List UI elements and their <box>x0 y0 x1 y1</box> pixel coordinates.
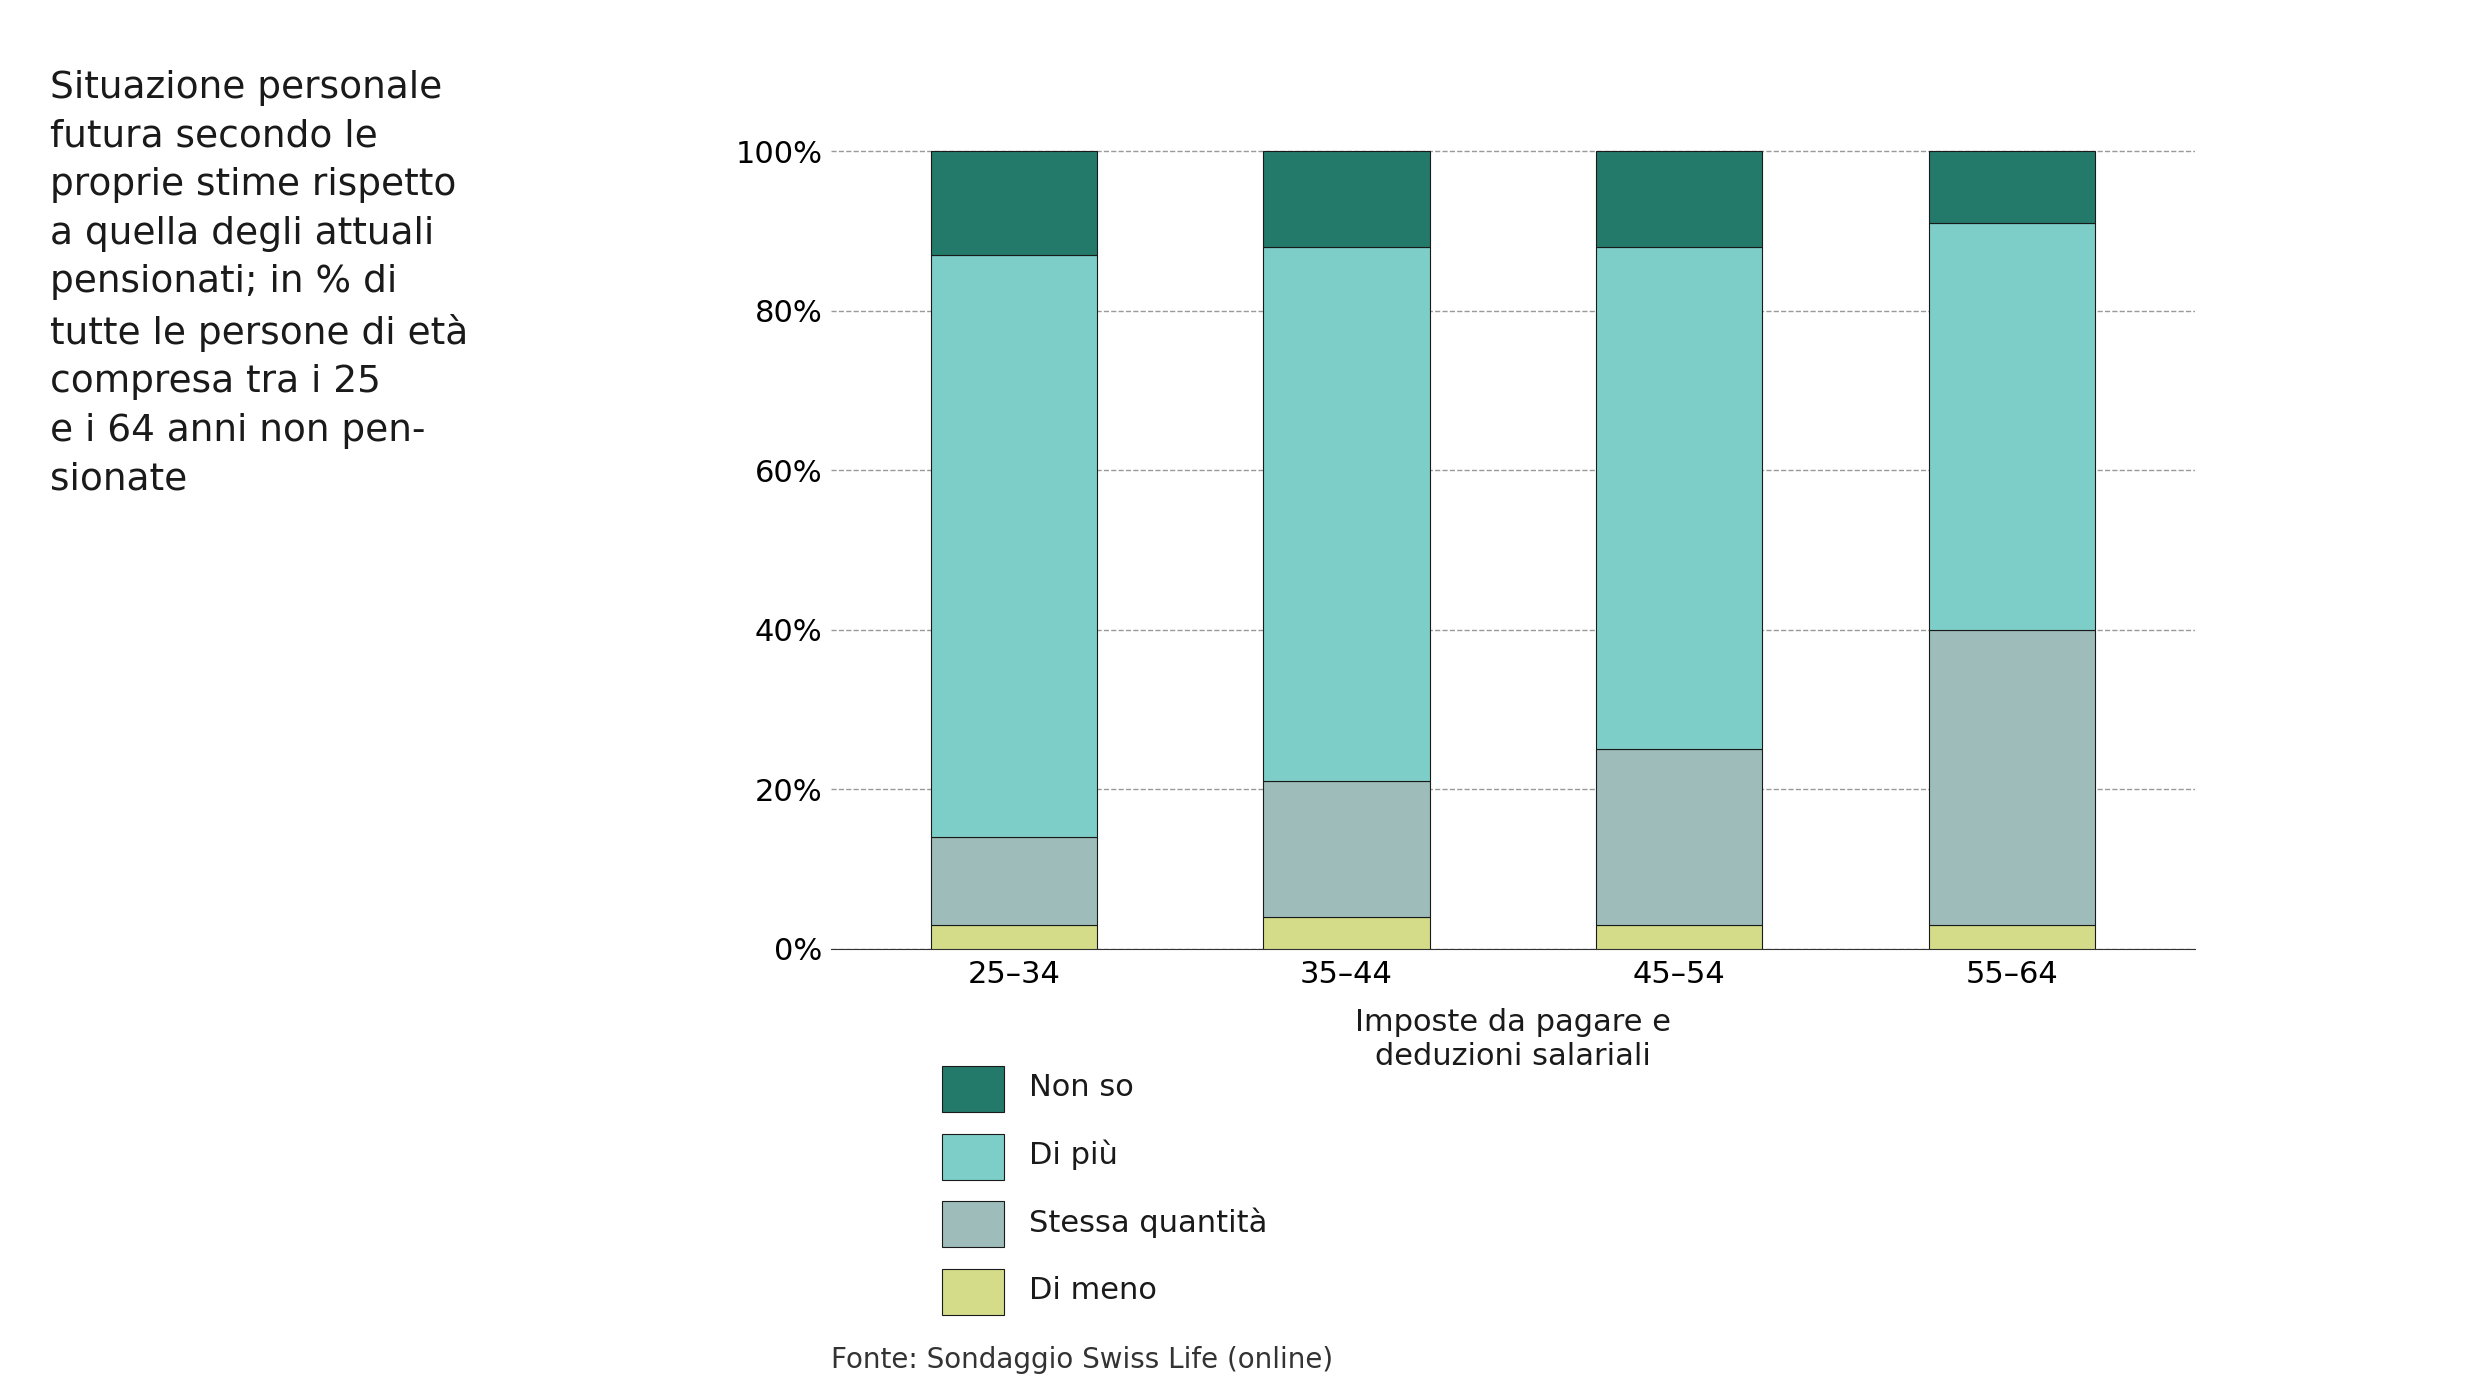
Bar <box>930 152 1096 255</box>
FancyBboxPatch shape <box>942 1134 1004 1180</box>
Bar <box>1262 247 1428 781</box>
Bar <box>1597 749 1763 925</box>
Bar <box>1597 925 1763 949</box>
Bar <box>930 925 1096 949</box>
Bar <box>930 837 1096 925</box>
Bar <box>930 255 1096 837</box>
Text: Di meno: Di meno <box>1029 1275 1158 1304</box>
Bar <box>1929 629 2096 925</box>
Text: Di più: Di più <box>1029 1140 1118 1170</box>
Text: Stessa quantità: Stessa quantità <box>1029 1207 1267 1237</box>
Bar <box>1597 247 1763 749</box>
Bar <box>1929 925 2096 949</box>
FancyBboxPatch shape <box>942 1201 1004 1247</box>
Bar <box>1262 781 1428 917</box>
Bar <box>1597 152 1763 247</box>
Text: Situazione personale
futura secondo le
proprie stime rispetto
a quella degli att: Situazione personale futura secondo le p… <box>50 70 469 498</box>
Text: Non so: Non so <box>1029 1073 1133 1102</box>
X-axis label: Imposte da pagare e
deduzioni salariali: Imposte da pagare e deduzioni salariali <box>1354 1009 1672 1071</box>
Text: Fonte: Sondaggio Swiss Life (online): Fonte: Sondaggio Swiss Life (online) <box>831 1346 1332 1374</box>
Bar <box>1262 917 1428 949</box>
FancyBboxPatch shape <box>942 1268 1004 1314</box>
Bar <box>1262 152 1428 247</box>
Bar <box>1929 223 2096 629</box>
Bar <box>1929 152 2096 223</box>
FancyBboxPatch shape <box>942 1066 1004 1112</box>
